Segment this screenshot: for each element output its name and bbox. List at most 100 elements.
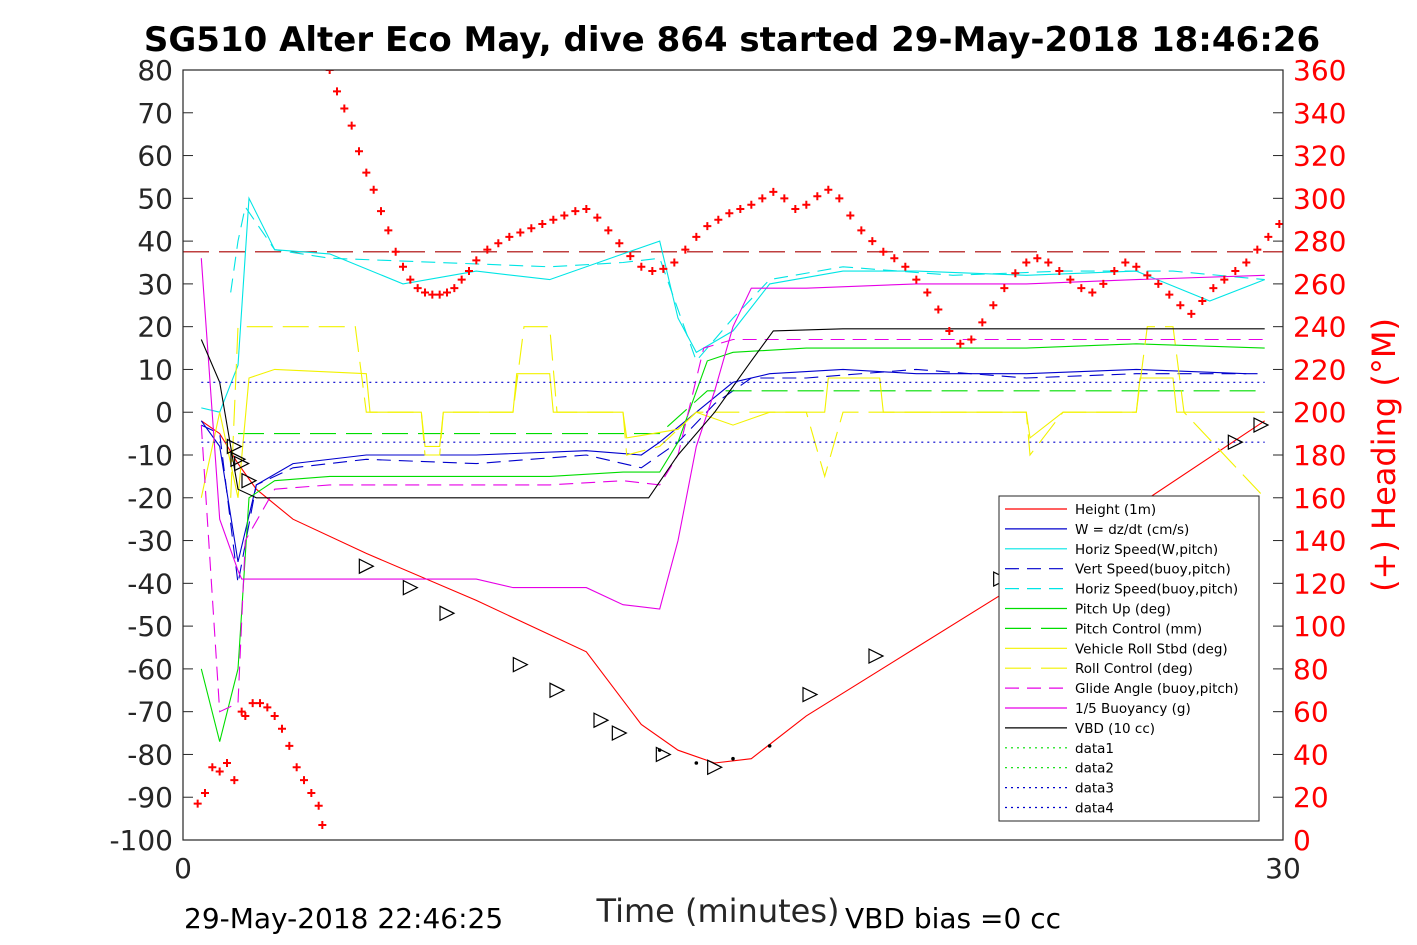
right-tick-label: 40 [1293,738,1329,771]
heading-point [615,239,624,248]
heading-point [270,711,279,720]
heading-point [1275,220,1283,228]
legend-entry: Pitch Up (deg) [1075,602,1171,618]
right-tick-label: 20 [1293,781,1329,814]
heading-point [736,205,745,214]
legend-entry: Vert Speed(buoy,pitch) [1075,562,1231,578]
heading-point [648,267,657,276]
heading-point [472,256,481,265]
series-line-3 [201,368,1265,584]
heading-point [901,262,910,271]
heading-point [1132,262,1141,271]
right-tick-label: 80 [1293,653,1329,686]
left-tick-label: 20 [137,311,173,344]
heading-point [1033,254,1042,263]
heading-point [1176,301,1185,310]
marker-triangle [1227,434,1244,451]
heading-point [791,205,800,214]
left-tick-label: 40 [137,225,173,258]
heading-point [314,801,323,810]
heading-point [1055,267,1064,276]
heading-point [989,301,998,310]
heading-point [890,254,899,263]
heading-point [208,763,217,772]
heading-point [421,288,429,297]
heading-point [443,288,451,297]
series-line-10 [200,258,1265,610]
heading-point [516,228,525,237]
series-line-5 [200,343,1265,742]
legend-entry: Vehicle Roll Stbd (deg) [1075,641,1228,657]
marker-triangle [655,746,672,763]
heading-point [1363,276,1371,284]
right-tick-label: 220 [1293,353,1346,386]
right-tick-label: 180 [1293,439,1346,472]
legend-entry: Pitch Control (mm) [1075,621,1202,637]
heading-point [549,215,558,224]
heading-point [956,339,965,348]
legend-entry: Height (1m) [1075,502,1156,518]
heading-point [391,247,400,256]
heading-point [325,70,334,74]
heading-point [626,252,635,261]
heading-point [256,699,264,708]
left-tick-label: 80 [137,54,173,87]
marker-triangle [802,686,819,703]
heading-point [571,207,580,216]
x-axis-label: Time (minutes) [596,892,840,930]
series-line-7 [200,368,1265,498]
heading-point [435,290,444,299]
right-tick-label: 120 [1293,567,1346,600]
series-line-2 [201,196,1265,413]
heading-point [355,147,363,156]
heading-point [413,284,422,293]
right-tick-label: 100 [1293,610,1346,643]
right-axis-label: (+) Heading (°M) [1365,318,1403,592]
heading-point [692,232,701,241]
series-line-8 [230,326,1266,499]
heading-point [494,239,503,248]
right-tick-label: 280 [1293,225,1346,258]
heading-point [1407,365,1415,373]
heading-point [465,267,473,276]
marker-triangle [226,438,243,455]
heading-point [241,711,250,720]
legend-entry: W = dz/dt (cm/s) [1075,522,1189,538]
marker-triangle [358,558,375,575]
marker-triangle [402,579,419,596]
heading-point [1121,258,1130,267]
heading-point [1374,297,1382,305]
heading-point [912,275,921,284]
left-tick-label: -70 [127,696,173,729]
heading-point [285,741,294,750]
right-axis: 3603403203002802602402202001801601401201… [1273,54,1346,857]
heading-point [868,237,877,246]
heading-point [659,264,668,273]
heading-point [824,185,833,194]
left-tick-label: 60 [137,140,173,173]
heading-point [1099,279,1108,288]
dive-dot [731,756,735,761]
heading-point [193,799,202,808]
x-tick-label: 30 [1265,852,1301,885]
heading-point [802,200,811,209]
right-tick-label: 60 [1293,696,1329,729]
heading-point [560,211,569,220]
chart-title: SG510 Alter Eco May, dive 864 started 29… [144,20,1320,60]
marker-triangle [234,455,251,472]
heading-point [201,788,209,797]
left-tick-label: 30 [137,268,173,301]
heading-point [457,275,466,284]
heading-point [292,763,301,772]
heading-point [582,205,591,214]
heading-point [237,707,246,716]
marker-triangle [593,712,610,729]
legend-entry: data4 [1075,801,1114,817]
left-tick-label: -50 [127,610,173,643]
legend-entry: data1 [1075,741,1114,757]
heading-point [1088,288,1097,297]
heading-point [758,194,767,203]
heading-point [1231,267,1240,276]
legend-entry: Roll Control (deg) [1075,661,1193,677]
marker-triangle [549,682,566,699]
